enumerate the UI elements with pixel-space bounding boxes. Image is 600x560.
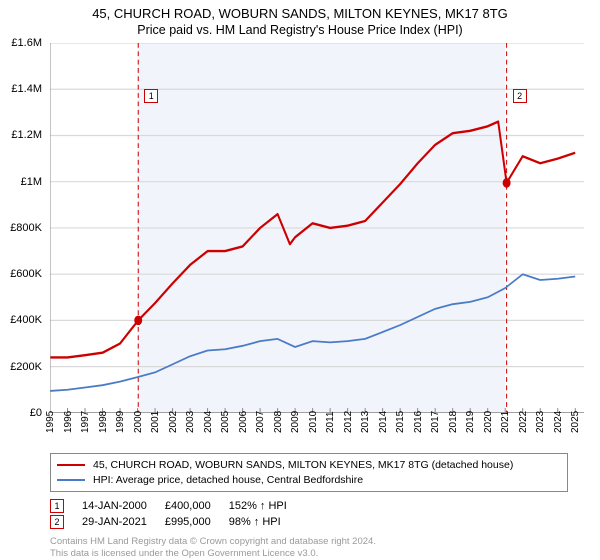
ytick: £1M (21, 176, 42, 188)
xtick: 2024 (553, 411, 564, 433)
legend-item: HPI: Average price, detached house, Cent… (57, 473, 561, 488)
ytick: £600K (10, 268, 42, 280)
xtick: 1995 (45, 411, 56, 433)
event-date: 14-JAN-2000 (82, 498, 165, 514)
event-badge: 1 (50, 499, 64, 513)
xtick: 2016 (413, 411, 424, 433)
event-price: £995,000 (165, 514, 229, 530)
xtick: 2009 (290, 411, 301, 433)
ytick: £400K (10, 314, 42, 326)
ytick: £0 (30, 407, 42, 419)
xtick: 2005 (220, 411, 231, 433)
event-delta: 98% ↑ HPI (229, 514, 305, 530)
event-marker-2: 2 (513, 89, 527, 103)
event-price: £400,000 (165, 498, 229, 514)
xtick: 2014 (378, 411, 389, 433)
event-delta: 152% ↑ HPI (229, 498, 305, 514)
xtick: 1998 (98, 411, 109, 433)
xtick: 1997 (80, 411, 91, 433)
xtick: 2015 (395, 411, 406, 433)
event-row: 2 29-JAN-2021£995,00098% ↑ HPI (50, 514, 305, 530)
xtick: 2018 (448, 411, 459, 433)
xtick: 2003 (185, 411, 196, 433)
legend: 45, CHURCH ROAD, WOBURN SANDS, MILTON KE… (50, 453, 568, 492)
title-subtitle: Price paid vs. HM Land Registry's House … (10, 23, 590, 37)
xtick: 1999 (115, 411, 126, 433)
legend-swatch (57, 479, 85, 481)
xtick: 2012 (343, 411, 354, 433)
xtick: 2023 (535, 411, 546, 433)
xtick: 2025 (570, 411, 581, 433)
legend-item: 45, CHURCH ROAD, WOBURN SANDS, MILTON KE… (57, 458, 561, 473)
xtick: 2001 (150, 411, 161, 433)
xtick: 2002 (168, 411, 179, 433)
xtick: 2007 (255, 411, 266, 433)
legend-label: HPI: Average price, detached house, Cent… (93, 473, 363, 488)
legend-label: 45, CHURCH ROAD, WOBURN SANDS, MILTON KE… (93, 458, 513, 473)
xtick: 2017 (430, 411, 441, 433)
xtick: 2022 (518, 411, 529, 433)
event-row: 1 14-JAN-2000£400,000152% ↑ HPI (50, 498, 305, 514)
xtick: 1996 (63, 411, 74, 433)
ytick: £200K (10, 361, 42, 373)
xtick: 2013 (360, 411, 371, 433)
chart-title: 45, CHURCH ROAD, WOBURN SANDS, MILTON KE… (0, 0, 600, 41)
event-date: 29-JAN-2021 (82, 514, 165, 530)
xtick: 2006 (238, 411, 249, 433)
xtick: 2004 (203, 411, 214, 433)
chart-plot-area: £0£200K£400K£600K£800K£1M£1.2M£1.4M£1.6M… (50, 43, 584, 413)
xtick: 2010 (308, 411, 319, 433)
ytick: £1.2M (11, 129, 42, 141)
xtick: 2020 (483, 411, 494, 433)
xtick: 2021 (500, 411, 511, 433)
ytick: £1.6M (11, 37, 42, 49)
ytick: £800K (10, 222, 42, 234)
footer-attribution: Contains HM Land Registry data © Crown c… (50, 536, 568, 560)
event-table: 1 14-JAN-2000£400,000152% ↑ HPI 2 29-JAN-20… (50, 498, 568, 530)
plot-surface (50, 43, 584, 413)
xtick: 2008 (273, 411, 284, 433)
event-marker-1: 1 (144, 89, 158, 103)
xtick: 2000 (133, 411, 144, 433)
x-axis: 1995199619971998199920002001200220032004… (50, 413, 584, 449)
ytick: £1.4M (11, 83, 42, 95)
footer-line1: Contains HM Land Registry data © Crown c… (50, 536, 568, 548)
title-address: 45, CHURCH ROAD, WOBURN SANDS, MILTON KE… (10, 6, 590, 21)
xtick: 2019 (465, 411, 476, 433)
legend-swatch (57, 464, 85, 466)
y-axis: £0£200K£400K£600K£800K£1M£1.2M£1.4M£1.6M (0, 43, 46, 413)
xtick: 2011 (325, 411, 336, 433)
event-badge: 2 (50, 515, 64, 529)
footer-line2: This data is licensed under the Open Gov… (50, 548, 568, 560)
